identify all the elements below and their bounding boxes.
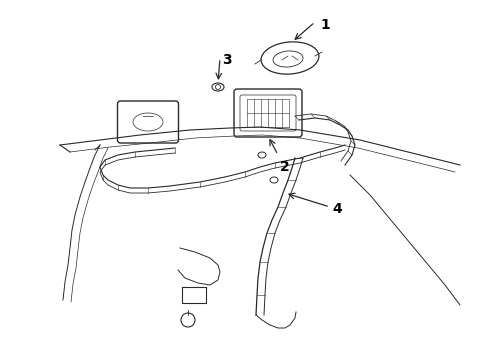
Text: 4: 4 xyxy=(332,202,342,216)
Ellipse shape xyxy=(258,152,266,158)
Ellipse shape xyxy=(273,51,303,67)
Text: 2: 2 xyxy=(280,160,290,174)
FancyBboxPatch shape xyxy=(118,101,178,143)
FancyBboxPatch shape xyxy=(234,89,302,137)
Circle shape xyxy=(181,313,195,327)
Text: 3: 3 xyxy=(222,53,232,67)
Circle shape xyxy=(216,85,220,90)
Ellipse shape xyxy=(261,42,319,74)
Ellipse shape xyxy=(133,113,163,131)
FancyBboxPatch shape xyxy=(240,95,296,131)
Ellipse shape xyxy=(212,83,224,91)
Text: 1: 1 xyxy=(320,18,330,32)
Ellipse shape xyxy=(270,177,278,183)
